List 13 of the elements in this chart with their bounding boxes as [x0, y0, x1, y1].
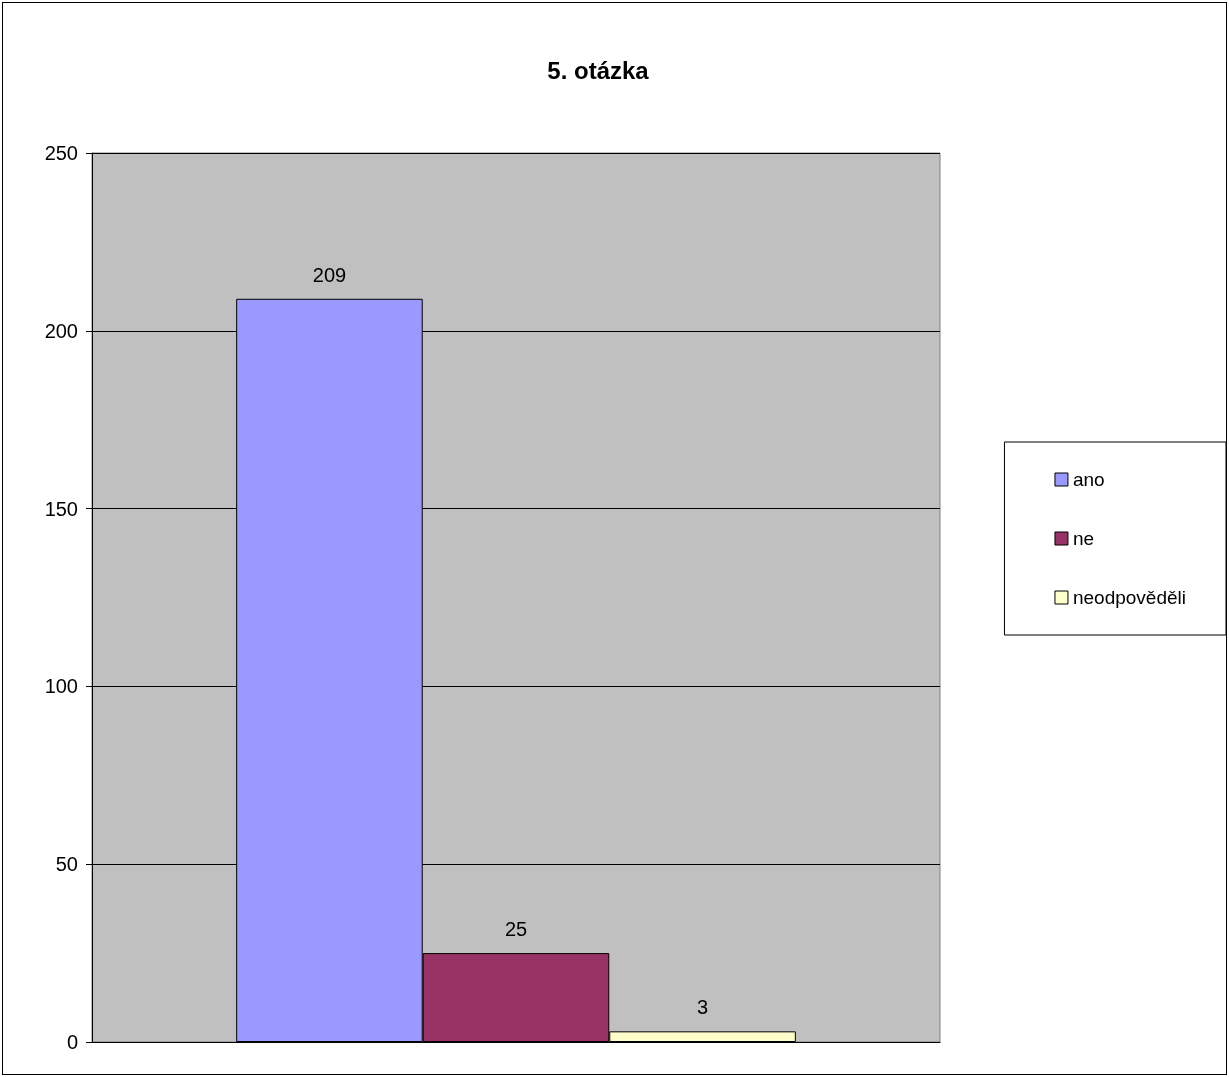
y-tick-label: 100 [44, 675, 78, 698]
y-tick-label: 150 [44, 497, 78, 520]
legend-label: ano [1072, 469, 1105, 490]
legend-label: ne [1072, 528, 1095, 549]
y-tick-label: 200 [44, 319, 78, 342]
data-label: 209 [312, 263, 347, 286]
chart-title: 5. otázka [547, 56, 650, 84]
legend-label: neodpověděli [1072, 587, 1186, 608]
data-label: 3 [697, 996, 709, 1019]
y-tick-label: 50 [55, 853, 78, 876]
data-label: 25 [504, 918, 528, 941]
y-tick-label: 0 [66, 1031, 78, 1053]
y-tick-label: 250 [44, 142, 78, 164]
